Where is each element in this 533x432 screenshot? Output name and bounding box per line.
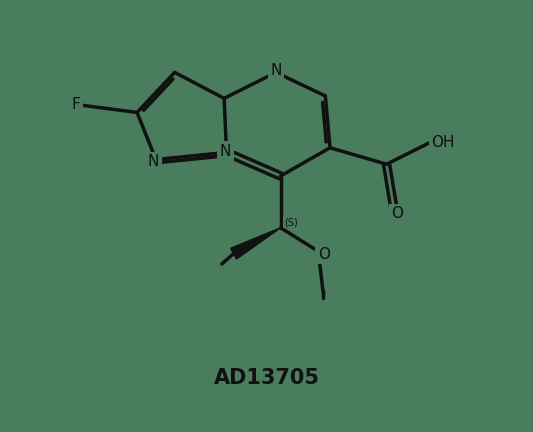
Text: N: N xyxy=(270,63,281,78)
Text: O: O xyxy=(318,247,330,262)
Text: O: O xyxy=(391,206,403,221)
Text: (S): (S) xyxy=(284,217,298,227)
Text: N: N xyxy=(148,154,159,169)
Text: N: N xyxy=(220,143,231,159)
Text: F: F xyxy=(71,97,80,112)
Text: OH: OH xyxy=(431,135,455,149)
Text: AD13705: AD13705 xyxy=(214,368,319,388)
Polygon shape xyxy=(231,228,280,259)
